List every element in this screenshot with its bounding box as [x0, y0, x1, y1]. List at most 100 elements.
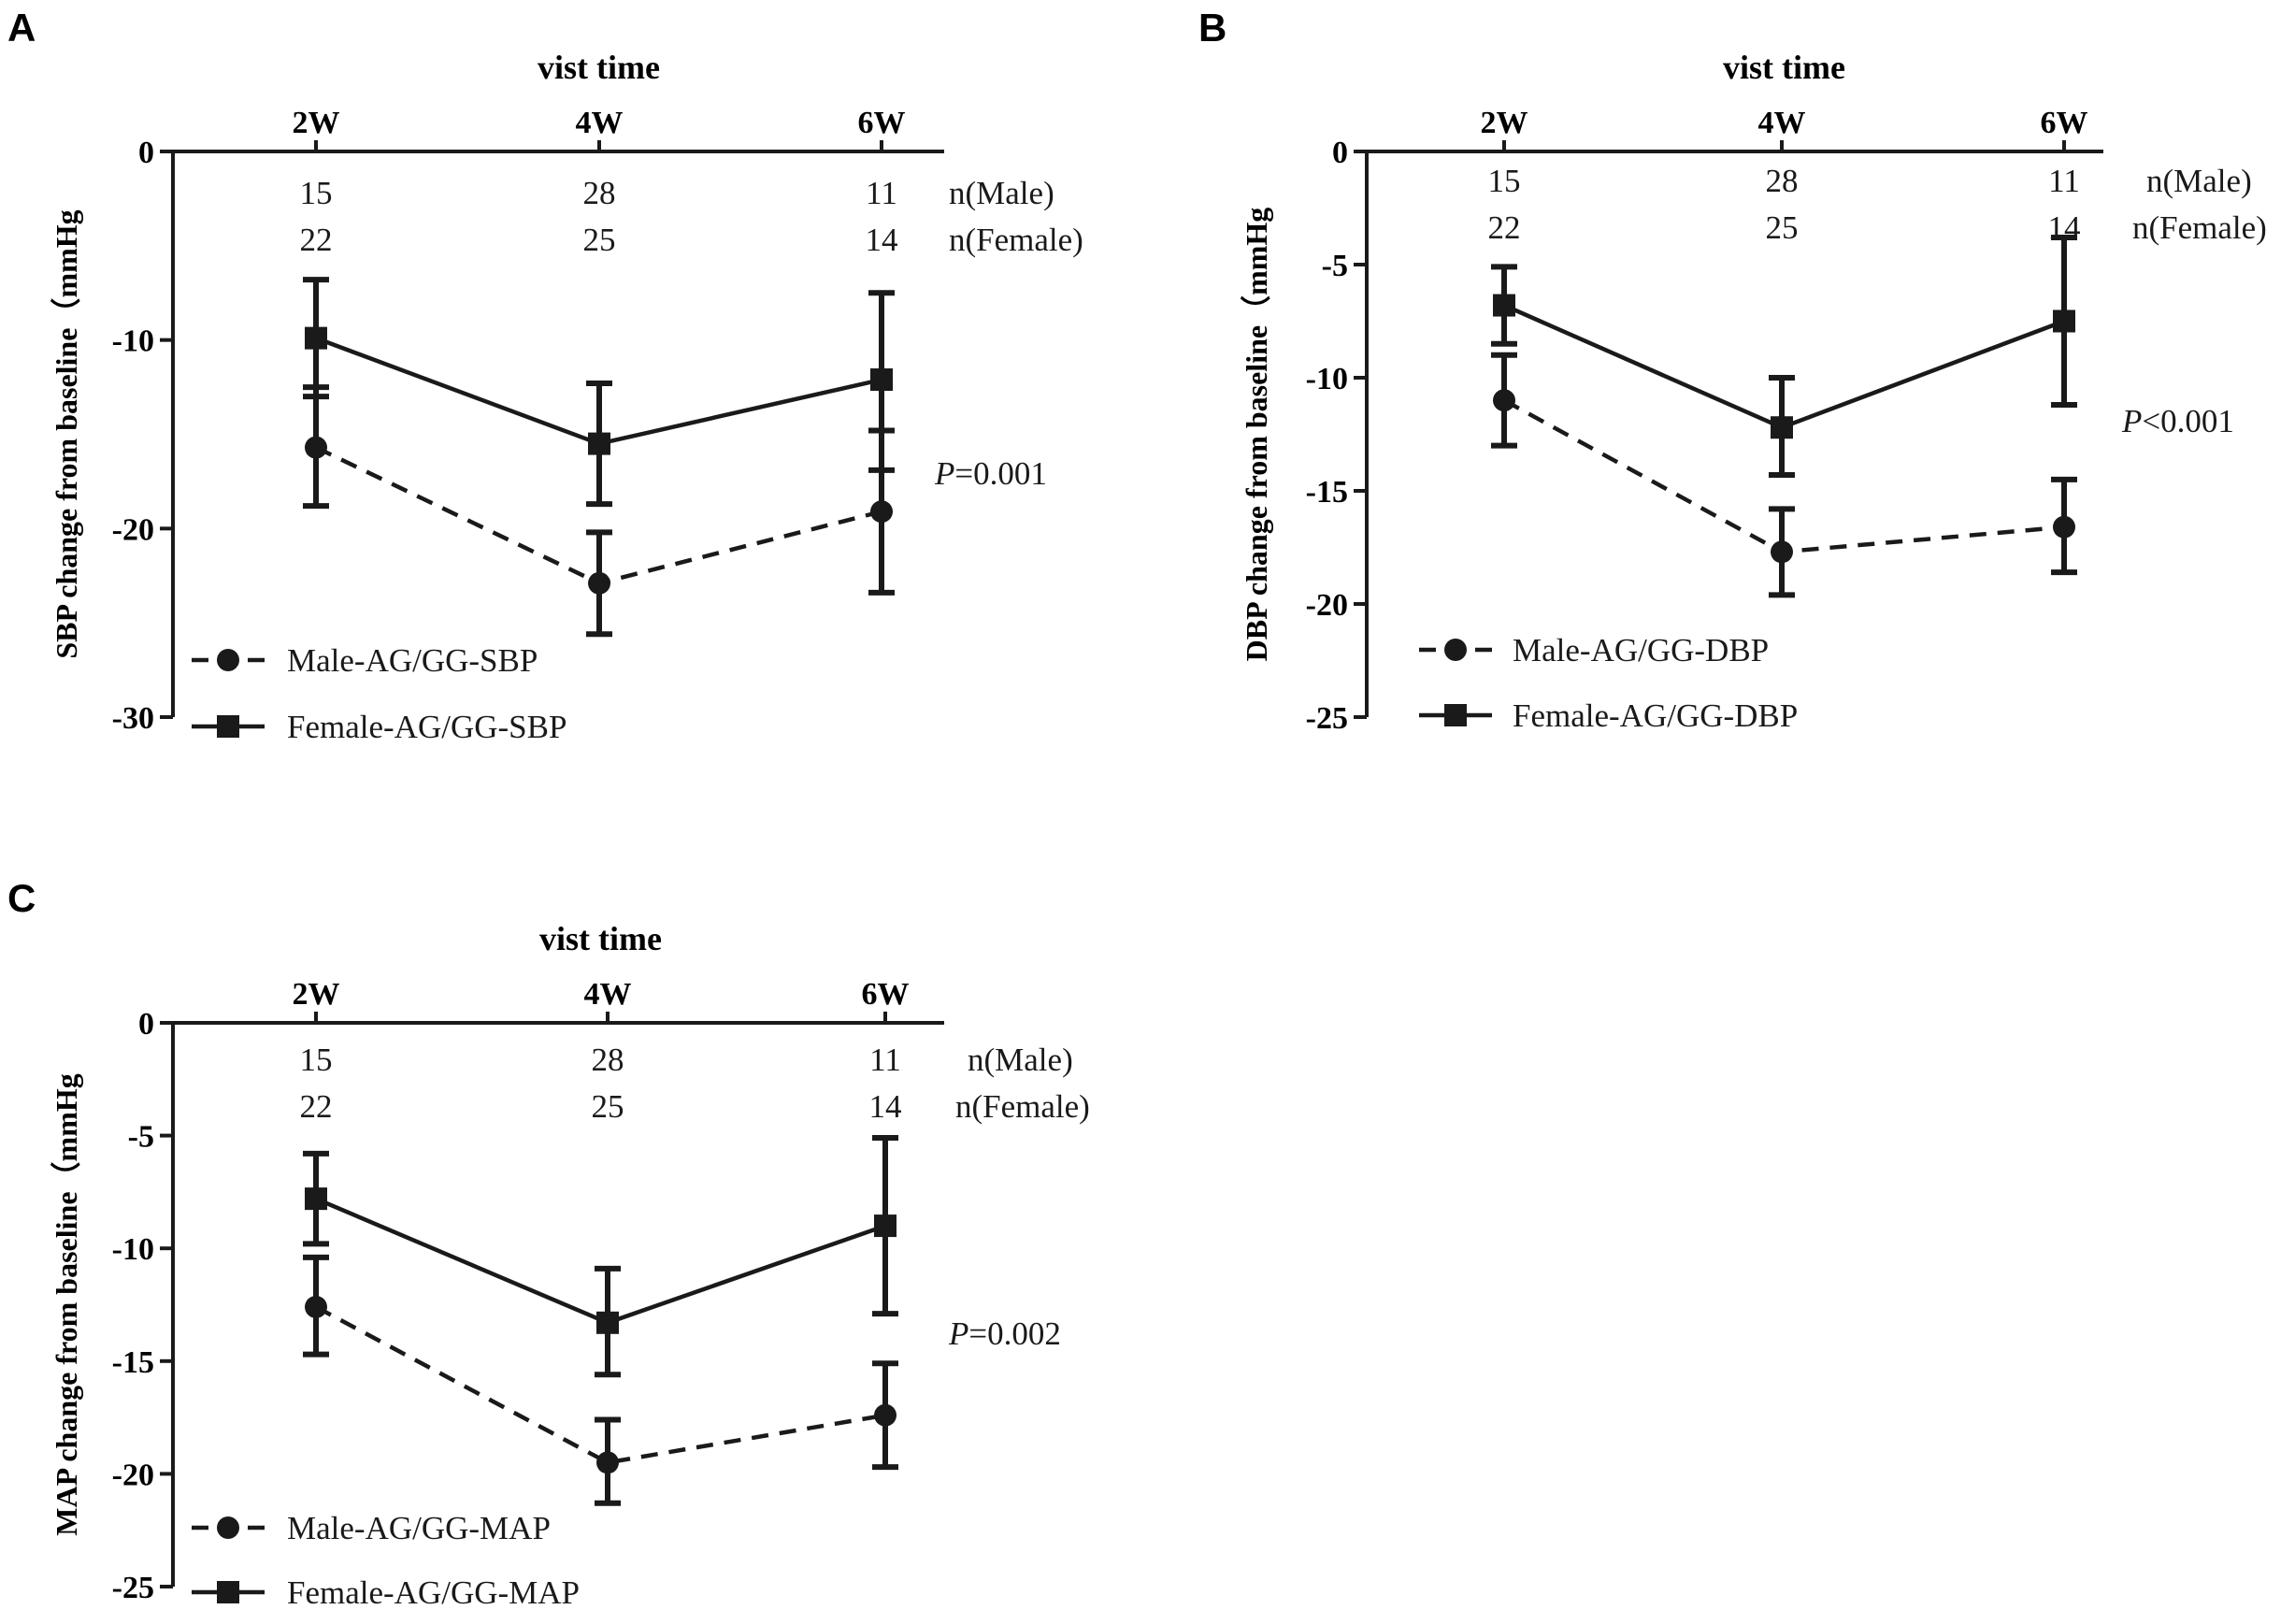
data-point-circle — [870, 500, 893, 524]
y-tick-label: -5 — [1322, 249, 1348, 283]
y-tick-label: 0 — [1332, 136, 1348, 170]
p-value: P=0.002 — [948, 1315, 1061, 1352]
legend-label: Male-AG/GG-DBP — [1513, 632, 1769, 668]
legend-label: Female-AG/GG-SBP — [287, 709, 567, 745]
series-female — [303, 277, 895, 508]
n-row-label: n(Male) — [2146, 163, 2252, 199]
data-point-square — [874, 1214, 896, 1238]
p-number: =0.002 — [968, 1315, 1061, 1352]
series-female — [1491, 234, 2077, 479]
legend-label: Female-AG/GG-DBP — [1513, 697, 1798, 734]
legend-marker-circle — [1444, 639, 1467, 661]
data-point-circle — [305, 436, 327, 459]
top-axis-title: vist time — [538, 49, 660, 86]
n-count: 25 — [583, 222, 616, 258]
n-count: 11 — [866, 175, 897, 211]
series-female — [303, 1135, 898, 1378]
n-row-label: n(Male) — [949, 175, 1054, 211]
n-count: 28 — [1766, 163, 1799, 199]
p-value: P<0.001 — [2121, 403, 2234, 439]
legend-marker-square — [217, 1581, 239, 1603]
data-point-square — [588, 432, 610, 455]
n-row-label: n(Male) — [968, 1042, 1073, 1078]
y-tick-label: -10 — [112, 324, 154, 359]
p-symbol: P — [934, 455, 954, 492]
y-tick-label: -20 — [1306, 588, 1348, 623]
legend-item: Female-AG/GG-DBP — [1419, 697, 1798, 734]
series-male — [303, 1254, 898, 1506]
y-tick-label: -25 — [112, 1571, 154, 1605]
top-axis-title: vist time — [1723, 49, 1845, 86]
legend-marker-square — [1444, 704, 1467, 726]
data-point-circle — [1493, 389, 1515, 412]
n-count: 14 — [869, 1088, 902, 1125]
n-count: 28 — [592, 1042, 624, 1078]
n-count: 15 — [300, 175, 333, 211]
y-tick-label: -10 — [1306, 362, 1348, 396]
n-count: 25 — [592, 1088, 624, 1125]
n-count: 11 — [2048, 163, 2080, 199]
data-point-circle — [1771, 540, 1793, 564]
legend-label: Male-AG/GG-SBP — [287, 642, 538, 679]
legend-item: Male-AG/GG-SBP — [192, 642, 538, 679]
x-tick-label: 4W — [1758, 106, 1806, 140]
n-row-label: n(Female) — [949, 222, 1083, 258]
n-row-label: n(Female) — [2132, 209, 2267, 246]
data-point-square — [1493, 294, 1515, 317]
legend-marker-circle — [217, 1516, 239, 1539]
panel-letter: A — [7, 6, 36, 50]
n-count: 15 — [1488, 163, 1521, 199]
data-point-square — [305, 1187, 327, 1211]
series-line — [315, 1197, 886, 1326]
y-tick-label: 0 — [138, 136, 154, 170]
x-tick-label: 6W — [858, 106, 906, 140]
p-symbol: P — [948, 1315, 968, 1352]
series-male — [1491, 352, 2077, 598]
data-point-square — [305, 326, 327, 350]
data-point-circle — [305, 1295, 327, 1318]
y-tick-label: 0 — [138, 1007, 154, 1042]
p-number: =0.001 — [954, 455, 1047, 492]
data-point-circle — [588, 571, 610, 595]
x-tick-label: 4W — [584, 977, 632, 1012]
y-axis-label: DBP change from baseline（mmHg — [1240, 208, 1273, 662]
series-line — [314, 1304, 886, 1465]
legend-item: Female-AG/GG-SBP — [192, 709, 567, 745]
n-count: 25 — [1766, 209, 1799, 246]
n-count: 22 — [1488, 209, 1521, 246]
legend-item: Male-AG/GG-DBP — [1419, 632, 1769, 668]
data-point-square — [2053, 309, 2075, 333]
data-point-square — [1771, 416, 1793, 439]
data-point-circle — [596, 1451, 619, 1474]
x-tick-label: 2W — [1481, 106, 1528, 140]
panel-letter: B — [1198, 6, 1226, 50]
y-tick-label: -10 — [112, 1232, 154, 1267]
legend-item: Female-AG/GG-MAP — [192, 1574, 580, 1611]
legend-label: Male-AG/GG-MAP — [287, 1510, 551, 1546]
n-count: 15 — [300, 1042, 333, 1078]
data-point-square — [870, 368, 893, 392]
p-symbol: P — [2121, 403, 2142, 439]
n-count: 14 — [866, 222, 898, 258]
y-axis-label: MAP change from baseline（mmHg — [50, 1073, 83, 1535]
top-axis-title: vist time — [539, 920, 662, 957]
x-tick-label: 4W — [576, 106, 624, 140]
n-count: 22 — [300, 1088, 333, 1125]
x-tick-label: 6W — [862, 977, 910, 1012]
x-tick-label: 6W — [2041, 106, 2088, 140]
x-tick-label: 2W — [293, 977, 340, 1012]
x-tick-label: 2W — [293, 106, 340, 140]
y-tick-label: -5 — [128, 1120, 154, 1155]
y-tick-label: -20 — [112, 512, 154, 547]
legend-marker-circle — [217, 649, 239, 671]
y-tick-label: -25 — [1306, 701, 1348, 736]
p-number: <0.001 — [2142, 403, 2234, 439]
legend-marker-square — [217, 715, 239, 738]
y-axis-label: SBP change from baseline（mmHg — [50, 209, 83, 658]
legend-item: Male-AG/GG-MAP — [192, 1510, 551, 1546]
data-point-square — [596, 1311, 619, 1334]
